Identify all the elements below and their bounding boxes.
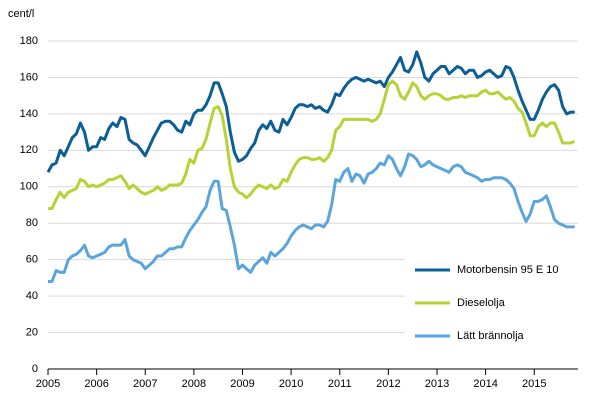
x-tick-label: 2014 bbox=[473, 378, 497, 390]
x-tick-label: 2013 bbox=[425, 378, 449, 390]
legend-label: Motorbensin 95 E 10 bbox=[457, 264, 559, 276]
y-tick-label: 60 bbox=[26, 254, 38, 266]
x-tick-label: 2015 bbox=[522, 378, 546, 390]
x-tick-label: 2011 bbox=[328, 378, 352, 390]
x-tick-label: 2009 bbox=[230, 378, 254, 390]
y-tick-label: 40 bbox=[26, 290, 38, 302]
x-tick-label: 2007 bbox=[133, 378, 157, 390]
x-tick-label: 2012 bbox=[376, 378, 400, 390]
y-tick-label: 20 bbox=[26, 326, 38, 338]
x-tick-label: 2010 bbox=[279, 378, 303, 390]
y-tick-label: 80 bbox=[26, 217, 38, 229]
x-tick-label: 2008 bbox=[182, 378, 206, 390]
legend-label: Lätt brännolja bbox=[457, 330, 525, 342]
y-tick-label: 180 bbox=[20, 35, 38, 47]
y-tick-label: 0 bbox=[32, 363, 38, 375]
legend-label: Dieselolja bbox=[457, 297, 506, 309]
y-tick-label: 120 bbox=[20, 144, 38, 156]
series-line bbox=[48, 79, 576, 211]
y-tick-label: 160 bbox=[20, 71, 38, 83]
x-tick-label: 2005 bbox=[36, 378, 60, 390]
y-tick-label: 100 bbox=[20, 181, 38, 193]
y-axis-label: cent/l bbox=[8, 8, 34, 20]
x-tick-label: 2006 bbox=[84, 378, 108, 390]
y-tick-label: 140 bbox=[20, 108, 38, 120]
series-line bbox=[46, 50, 575, 173]
series-line bbox=[48, 152, 575, 283]
